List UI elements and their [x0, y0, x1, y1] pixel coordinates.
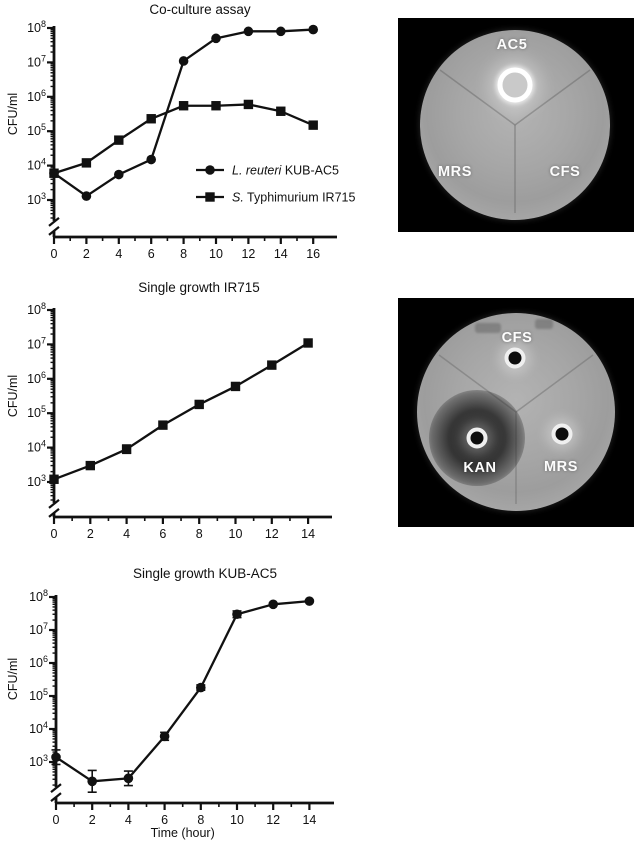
chart-title: Single growth KUB-AC5 [133, 566, 277, 581]
svg-text:12: 12 [241, 247, 255, 261]
svg-text:107: 107 [27, 53, 46, 69]
svg-text:14: 14 [274, 247, 288, 261]
chart-single-growth-ir715: Single growth IR715 CFU/ml 103 104 105 106 107… [0, 278, 382, 544]
mrs-well [551, 423, 573, 445]
x-axis: 0 2 4 6 8 10 12 14 [51, 515, 332, 541]
y-axis-label: CFU/ml [6, 93, 20, 135]
y-axis: 103 104 105 106 107 108 [27, 301, 60, 518]
svg-text:14: 14 [301, 527, 315, 541]
agar-plate [420, 30, 610, 220]
series-0 [49, 338, 313, 484]
chart-svg: Co-culture assayCFU/ml103104105106107108… [6, 2, 355, 261]
svg-text:103: 103 [27, 191, 46, 207]
y-axis: 103 104 105 106 107 108 [27, 19, 60, 237]
sector-divider-lines [439, 69, 591, 213]
svg-text:103: 103 [27, 473, 46, 489]
svg-text:108: 108 [29, 588, 48, 604]
svg-text:104: 104 [27, 439, 46, 455]
svg-text:16: 16 [306, 247, 320, 261]
plate-marking [535, 319, 553, 329]
svg-text:4: 4 [115, 247, 122, 261]
y-axis-label: CFU/ml [6, 375, 20, 417]
x-axis: 0 2 4 6 8 10 12 14 16 [51, 235, 337, 261]
svg-text:2: 2 [83, 247, 90, 261]
x-axis: 0 2 4 6 8 10 12 14 [53, 801, 334, 827]
legend: L. reuteri KUB-AC5 S. Typhimurium IR715 [196, 164, 355, 205]
chart-single-growth-kub-ac5: Single growth KUB-AC5 CFU/ml Time (hour) 10… [0, 563, 382, 850]
x-axis-label: Time (hour) [151, 826, 215, 840]
svg-text:106: 106 [27, 88, 46, 104]
plate1-label-ac5: AC5 [496, 37, 528, 53]
chart-svg: Single growth KUB-AC5 CFU/ml Time (hour) 10… [6, 566, 334, 840]
svg-text:6: 6 [161, 813, 168, 827]
series-0 [51, 596, 315, 793]
svg-text:8: 8 [196, 527, 203, 541]
plate-marking [475, 323, 501, 333]
svg-text:6: 6 [148, 247, 155, 261]
svg-text:2: 2 [89, 813, 96, 827]
plate1-label-mrs: MRS [437, 164, 473, 180]
petri-dish-photo-coculture: AC5 MRS CFS [398, 18, 634, 232]
y-axis: 103 104 105 106 107 108 [29, 588, 62, 803]
plate2-label-cfs: CFS [501, 330, 533, 346]
svg-text:106: 106 [29, 654, 48, 670]
plate2-label-kan: KAN [463, 460, 497, 476]
svg-text:4: 4 [125, 813, 132, 827]
ac5-colony-spot [497, 67, 533, 103]
svg-text:106: 106 [27, 370, 46, 386]
svg-text:L. reuteri KUB-AC5: L. reuteri KUB-AC5 [232, 164, 339, 178]
series-1 [49, 99, 318, 178]
plate2-label-mrs: MRS [543, 459, 579, 475]
svg-text:103: 103 [29, 753, 48, 769]
svg-text:8: 8 [197, 813, 204, 827]
svg-text:10: 10 [209, 247, 223, 261]
y-axis-label: CFU/ml [6, 658, 20, 700]
cfs-well [504, 347, 526, 369]
chart-title: Co-culture assay [149, 2, 251, 17]
svg-text:4: 4 [123, 527, 130, 541]
svg-text:107: 107 [27, 335, 46, 351]
svg-text:105: 105 [29, 687, 48, 703]
svg-text:107: 107 [29, 621, 48, 637]
svg-text:0: 0 [51, 247, 58, 261]
chart-svg: Single growth IR715CFU/ml103104105106107… [6, 280, 332, 541]
petri-dish-photo-well-diffusion: CFS KAN MRS [398, 298, 634, 527]
svg-text:0: 0 [53, 813, 60, 827]
svg-text:108: 108 [27, 19, 46, 35]
svg-text:12: 12 [266, 813, 280, 827]
svg-text:10: 10 [230, 813, 244, 827]
svg-text:104: 104 [27, 157, 46, 173]
svg-text:0: 0 [51, 527, 58, 541]
svg-text:108: 108 [27, 301, 46, 317]
svg-text:2: 2 [87, 527, 94, 541]
svg-text:8: 8 [180, 247, 187, 261]
svg-text:12: 12 [265, 527, 279, 541]
kan-well [466, 427, 488, 449]
svg-text:10: 10 [229, 527, 243, 541]
svg-text:6: 6 [159, 527, 166, 541]
svg-text:S. Typhimurium IR715: S. Typhimurium IR715 [232, 191, 355, 205]
svg-text:104: 104 [29, 720, 48, 736]
chart-co-culture-assay: Co-culture assay CFU/ml 103 104 105 106 107 108… [0, 0, 382, 272]
svg-text:14: 14 [302, 813, 316, 827]
svg-text:105: 105 [27, 404, 46, 420]
plate1-label-cfs: CFS [549, 164, 581, 180]
svg-text:105: 105 [27, 122, 46, 138]
chart-title: Single growth IR715 [138, 280, 260, 295]
